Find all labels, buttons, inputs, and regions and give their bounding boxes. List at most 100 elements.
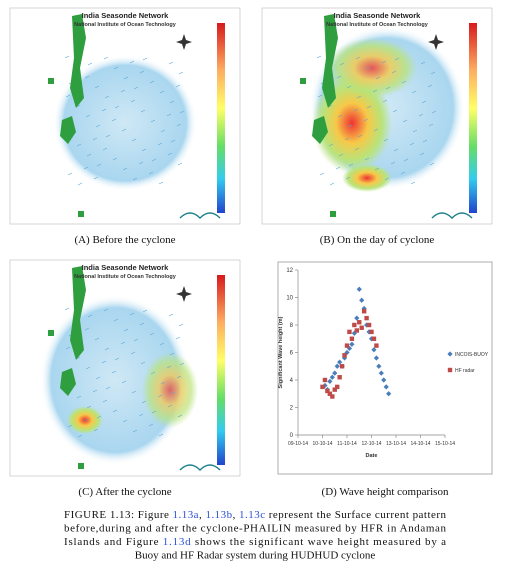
current-arrow: [151, 158, 157, 162]
current-arrow: [130, 351, 136, 355]
caption-ref[interactable]: 1.13d: [163, 536, 191, 548]
current-arrow: [421, 100, 427, 104]
hotspot: [327, 38, 417, 98]
point: [371, 336, 377, 341]
current-arrow: [149, 332, 155, 336]
current-arrow: [93, 428, 99, 432]
current-arrow: [158, 433, 164, 437]
subfigure-caption: (D) Wave height comparison: [322, 486, 449, 498]
current-arrow: [129, 60, 135, 64]
point: [322, 377, 328, 383]
point: [354, 328, 359, 333]
caption-ref[interactable]: 1.13c: [239, 509, 265, 521]
island: [60, 116, 76, 144]
caption-ref[interactable]: 1.13a: [173, 509, 199, 521]
current-arrow: [139, 322, 145, 326]
map-title: India Seasonde Network: [334, 11, 422, 20]
current-arrow: [168, 61, 174, 65]
current-arrow: [403, 158, 409, 162]
current-arrow: [131, 390, 137, 394]
current-arrow: [77, 182, 83, 186]
current-arrow: [95, 124, 101, 128]
colorbar: [217, 23, 225, 213]
point: [347, 329, 352, 335]
current-arrow: [129, 312, 135, 316]
current-arrow: [84, 75, 90, 79]
current-arrow: [151, 410, 157, 414]
current-arrow: [427, 84, 433, 88]
current-arrow: [112, 157, 118, 161]
current-arrow: [65, 94, 71, 98]
current-arrow: [382, 99, 388, 103]
current-arrow: [121, 380, 127, 384]
current-arrow: [356, 95, 362, 99]
y-tick-label: 4: [290, 378, 294, 384]
x-tick-label: 11-10-14: [337, 441, 357, 447]
caption-line: before,during and after the cyclone-PHAI…: [64, 523, 447, 535]
current-arrow: [133, 338, 139, 342]
current-arrow: [133, 86, 139, 90]
caption-ref[interactable]: 1.13b: [205, 509, 232, 521]
current-arrow: [76, 143, 82, 147]
current-arrow: [64, 55, 70, 59]
point: [381, 377, 387, 383]
point: [337, 375, 342, 380]
current-arrow: [429, 162, 435, 166]
current-arrow: [411, 90, 417, 94]
current-arrow: [140, 109, 146, 113]
current-arrow: [178, 71, 184, 75]
point: [339, 364, 345, 369]
current-arrow: [170, 139, 176, 143]
point: [373, 355, 379, 361]
current-field: [53, 55, 197, 191]
current-arrow: [347, 124, 353, 128]
caption-text: shows the significant wave height measur…: [191, 536, 446, 548]
point: [320, 384, 325, 390]
current-arrow: [104, 95, 110, 99]
current-arrow: [112, 409, 118, 413]
current-arrow: [178, 323, 184, 327]
current-arrow: [418, 113, 424, 117]
current-arrow: [372, 89, 378, 93]
compass: [428, 34, 444, 50]
current-arrow: [158, 181, 164, 185]
current-arrow: [138, 413, 144, 417]
current-arrow: [394, 57, 400, 61]
current-arrow: [402, 119, 408, 123]
logo: [179, 212, 221, 220]
island: [322, 14, 338, 108]
current-arrow: [113, 66, 119, 70]
current-arrow: [103, 308, 109, 312]
point: [332, 370, 338, 376]
current-arrow: [381, 60, 387, 64]
island: [60, 368, 76, 396]
y-tick-label: 6: [290, 351, 294, 357]
current-arrow: [123, 76, 129, 80]
y-axis-label: Significant Wave height (m): [278, 316, 284, 388]
point: [327, 378, 333, 384]
caption-text: FIGURE 1.13: Figure: [64, 509, 172, 521]
current-arrow: [67, 424, 73, 428]
current-arrow: [120, 341, 126, 345]
current-arrow: [169, 100, 175, 104]
current-arrow: [113, 318, 119, 322]
current-arrow: [86, 405, 92, 409]
current-arrow: [338, 153, 344, 157]
current-arrow: [385, 86, 391, 90]
hotspot: [342, 164, 392, 192]
current-arrow: [420, 61, 426, 65]
current-arrow: [122, 167, 128, 171]
current-arrow: [384, 177, 390, 181]
point: [327, 391, 333, 396]
current-arrow: [105, 134, 111, 138]
y-tick-label: 12: [286, 268, 293, 274]
island: [48, 330, 54, 336]
point: [386, 391, 392, 397]
y-tick-label: 8: [290, 323, 294, 329]
current-arrow: [140, 361, 146, 365]
legend-label: INCOIS-BUOY: [455, 352, 489, 358]
current-arrow: [316, 55, 322, 59]
point: [383, 384, 389, 390]
y-tick-label: 10: [286, 296, 293, 302]
